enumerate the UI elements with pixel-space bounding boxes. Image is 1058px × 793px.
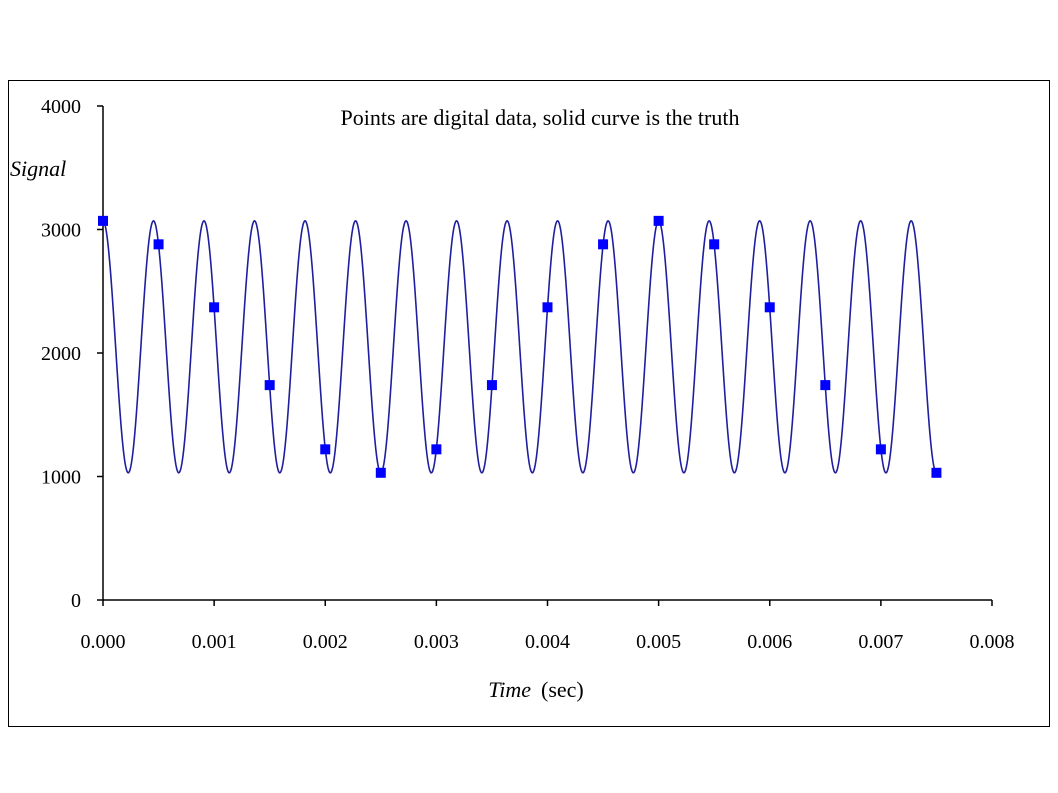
chart-frame — [8, 80, 1050, 727]
data-point — [875, 444, 886, 455]
data-point — [153, 239, 164, 250]
x-tick-label: 0.007 — [858, 631, 903, 653]
x-tick-label: 0.004 — [525, 631, 570, 653]
y-tick-label: 0 — [71, 590, 81, 612]
data-point — [709, 239, 720, 250]
data-point — [486, 380, 497, 391]
x-tick-label: 0.008 — [970, 631, 1015, 653]
x-tick-label: 0.000 — [81, 631, 126, 653]
data-point — [264, 380, 275, 391]
x-tick-label: 0.005 — [636, 631, 681, 653]
data-point — [764, 302, 775, 313]
x-tick-label: 0.003 — [414, 631, 459, 653]
y-tick-label: 3000 — [41, 220, 81, 242]
truth-curve-line — [102, 219, 937, 474]
x-tick-label: 0.002 — [303, 631, 348, 653]
digital-points-group — [98, 215, 942, 478]
data-point — [931, 467, 942, 478]
x-axis-label: Time (sec) — [488, 677, 584, 702]
x-tick-label: 0.001 — [192, 631, 237, 653]
data-point — [209, 302, 220, 313]
data-point — [320, 444, 331, 455]
y-tick-label: 2000 — [41, 343, 81, 365]
data-point — [598, 239, 609, 250]
data-point — [542, 302, 553, 313]
data-point — [431, 444, 442, 455]
x-tick-label: 0.006 — [747, 631, 792, 653]
y-tick-label: 1000 — [41, 467, 81, 489]
y-axis-label: Signal — [10, 156, 66, 181]
data-point — [820, 380, 831, 391]
chart-title: Points are digital data, solid curve is … — [341, 105, 740, 130]
axes — [102, 106, 992, 601]
data-point — [98, 215, 108, 226]
x-axis-label-name: Time — [488, 677, 531, 702]
ticks: 0 1000 2000 3000 4000 0.000 0.001 0.002 0.003 0.0… — [41, 96, 1015, 653]
data-point — [653, 215, 664, 226]
x-axis-label-unit: (sec) — [541, 677, 584, 702]
data-point — [375, 467, 386, 478]
y-tick-label: 4000 — [41, 96, 81, 118]
truth-curve-group — [102, 219, 937, 474]
